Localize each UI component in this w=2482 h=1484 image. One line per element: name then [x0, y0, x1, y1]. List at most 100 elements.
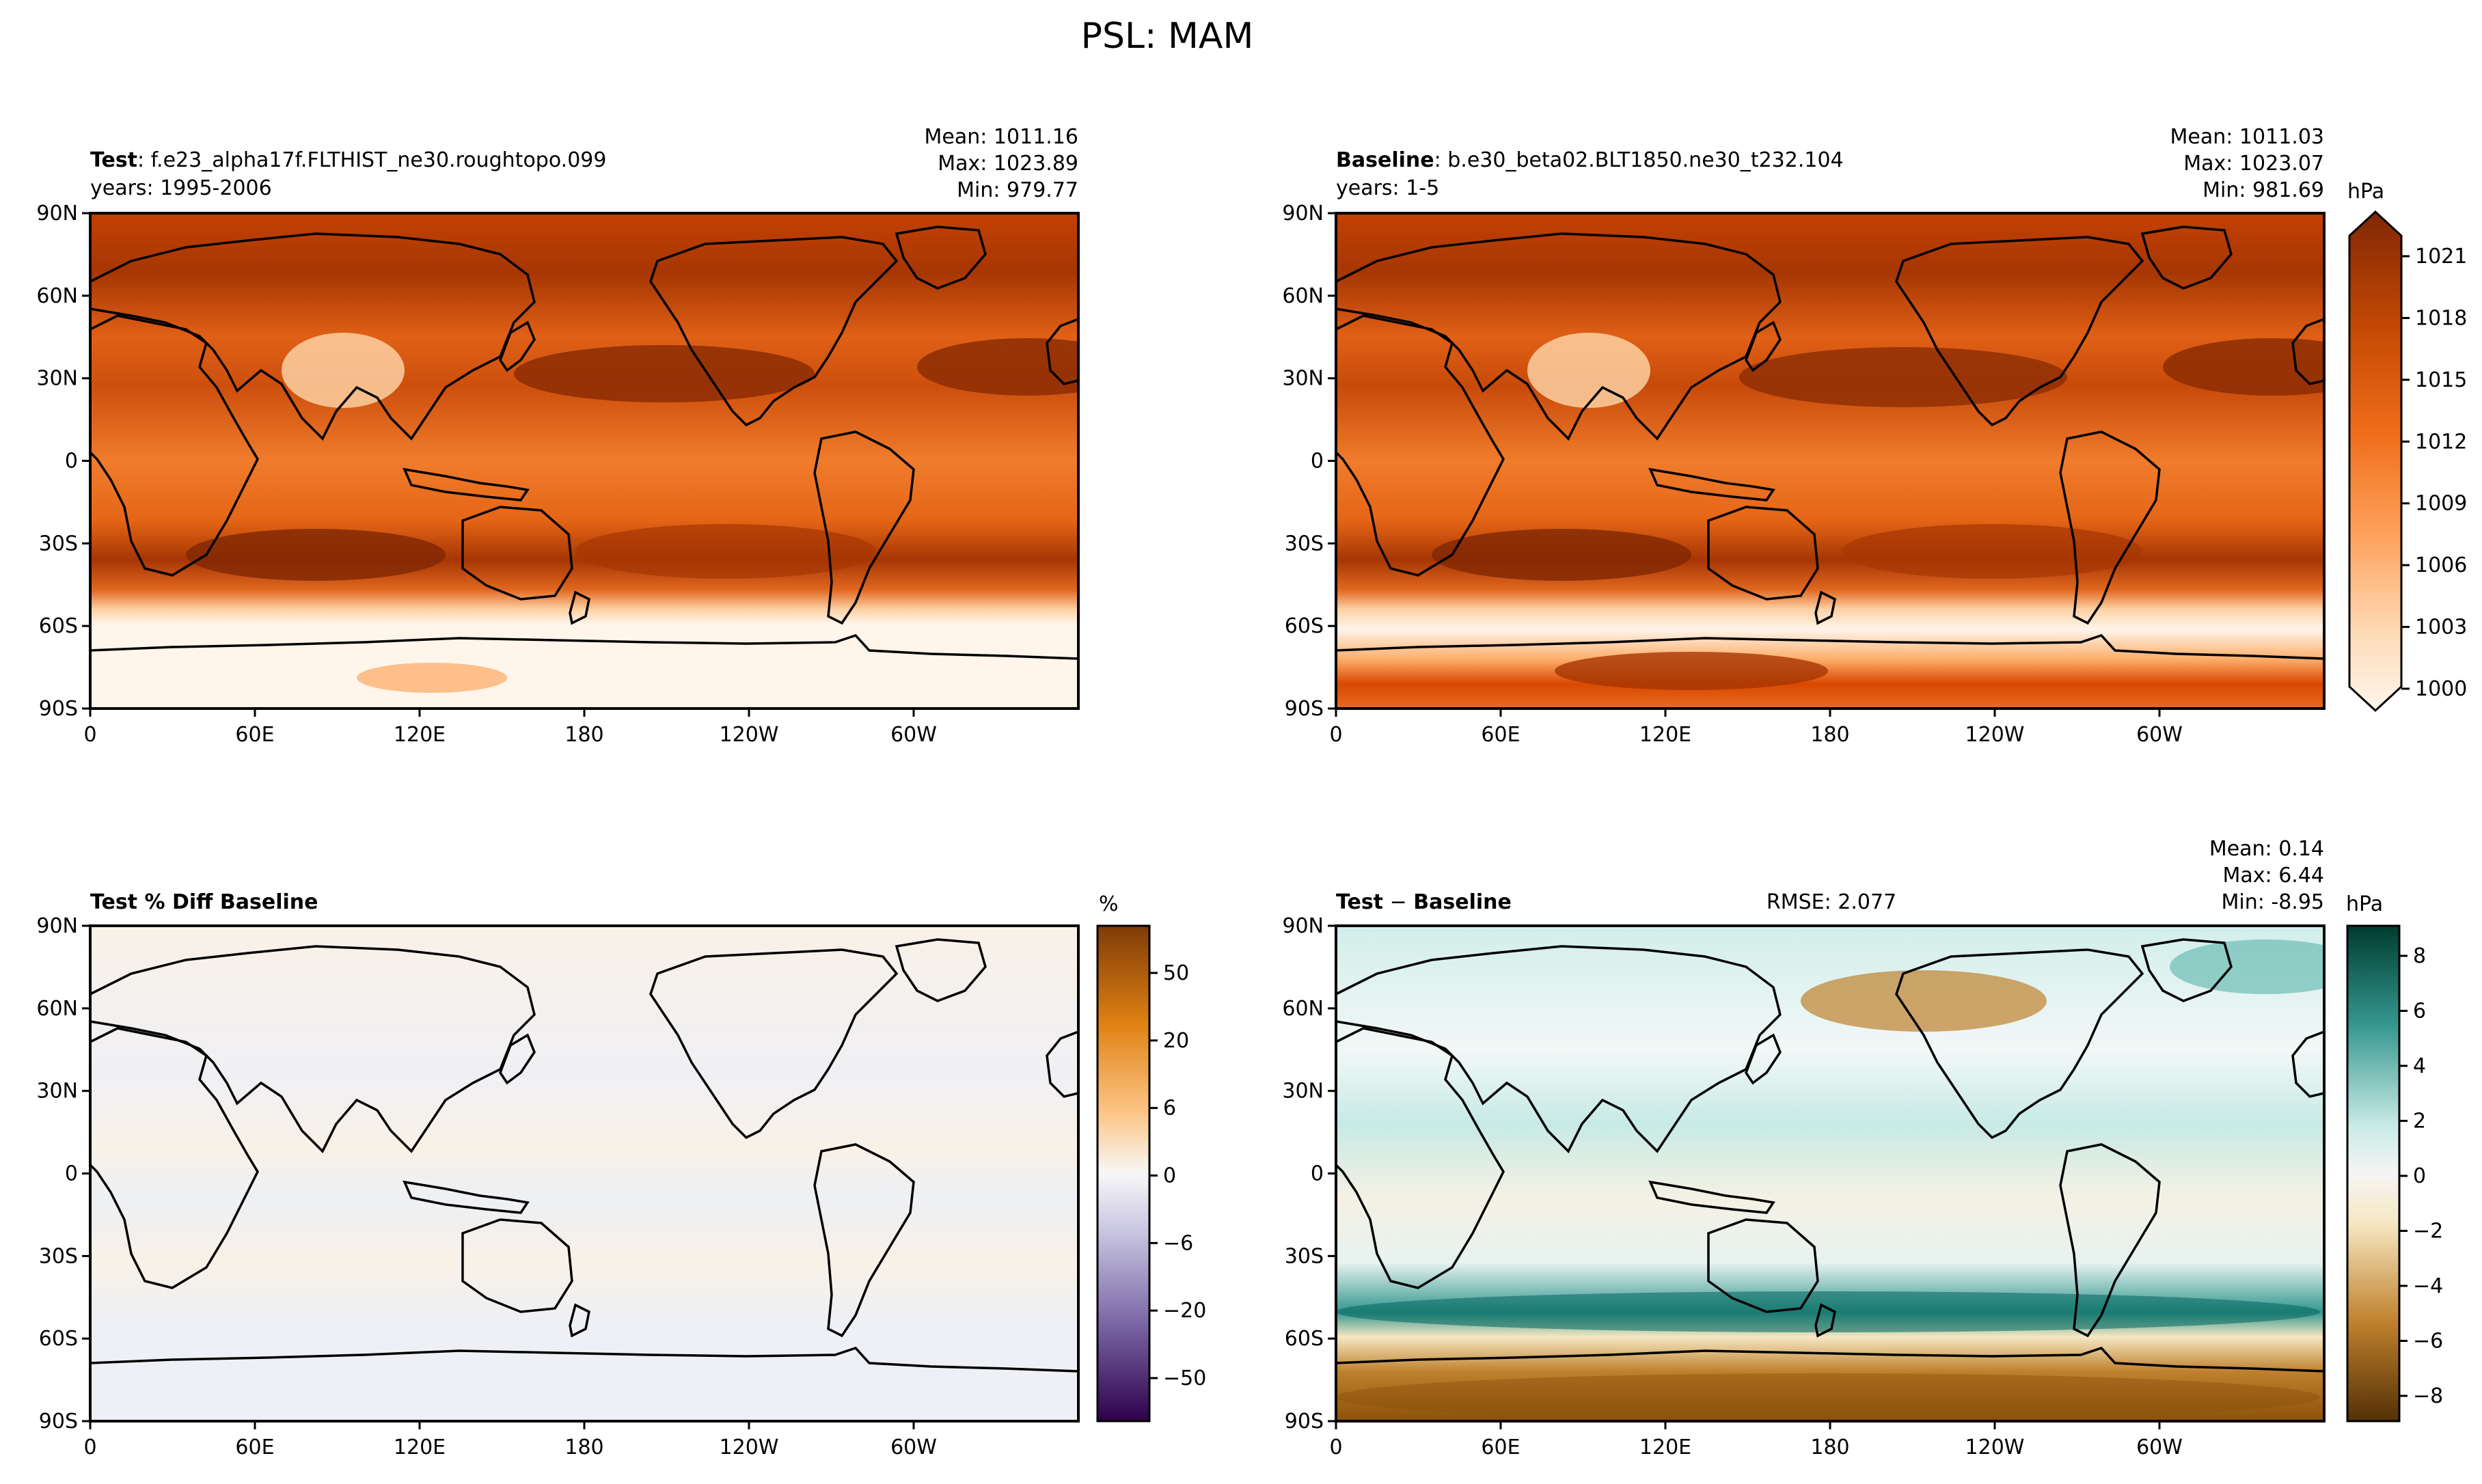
colorbar-psl-tick-label: 1018	[2415, 306, 2467, 330]
test-high-natlantic	[917, 338, 1078, 396]
baseline-ytick-label: 60S	[1285, 614, 1324, 638]
colorbar-diff-body	[2346, 924, 2401, 1423]
baseline-axis-ticks: 0 60E 120E 180 120W 60W 90N 60N 30N 0 30S 60S 90S	[1282, 202, 2183, 747]
colorbar-pct-tick-label: −6	[1163, 1231, 1193, 1255]
baseline-label-bold: Baseline	[1336, 148, 1434, 172]
colorbar-psl-tick-label: 1006	[2415, 553, 2467, 577]
colorbar-diff-tick-label: 8	[2413, 944, 2426, 968]
test-high-npacific	[514, 345, 815, 402]
diff-axis-ticks: 0 60E 120E 180 120W 60W 90N 60N 30N 0 30S 60S 90S	[1282, 914, 2183, 1459]
colorbar-psl-body	[2348, 210, 2403, 713]
test-field	[90, 213, 1078, 709]
colorbar-pct-tick-label: 50	[1163, 961, 1189, 985]
colorbar-psl-tick-label: 1003	[2415, 616, 2467, 640]
pct-diff-label: Test % Diff Baseline	[90, 890, 318, 914]
colorbar-diff: hPa 8 6 4 2 0 −2 −4 −6 −8	[2346, 892, 2443, 1423]
diff-southern-teal	[1336, 1291, 2320, 1332]
baseline-ytick-label: 90S	[1285, 697, 1324, 721]
colorbar-pct: % 50 20 6 0 −6 −20 −50	[1096, 892, 1206, 1423]
panel-baseline: Baseline: b.e30_beta02.BLT1850.ne30_t232…	[1335, 125, 2326, 710]
pct-diff-xtick-label: 0	[83, 1435, 96, 1459]
test-xtick-label: 120W	[720, 723, 779, 747]
test-ytick-label: 0	[65, 450, 78, 473]
baseline-label-rest: : b.e30_beta02.BLT1850.ne30_t232.104	[1434, 148, 1844, 172]
pct-diff-axis-ticks: 0 60E 120E 180 120W 60W 90N 60N 30N 0 30S 60S 90S	[36, 914, 937, 1459]
colorbar-pct-body	[1096, 924, 1151, 1423]
colorbar-diff-unit: hPa	[2346, 892, 2383, 916]
pct-diff-ytick-label: 30S	[39, 1244, 78, 1268]
diff-max: Max: 6.44	[2223, 864, 2324, 888]
test-ytick-label: 30N	[36, 367, 78, 391]
pct-diff-ytick-label: 30N	[36, 1080, 78, 1103]
baseline-max: Max: 1023.07	[2183, 152, 2324, 176]
test-high-sindian	[186, 529, 446, 581]
pct-diff-xtick-label: 60W	[890, 1435, 937, 1459]
diff-ytick-label: 90S	[1285, 1410, 1324, 1433]
baseline-xtick-label: 120E	[1639, 723, 1691, 747]
test-ytick-label: 90S	[39, 697, 78, 721]
baseline-ant-high	[1555, 652, 1828, 690]
colorbar-diff-tick-label: −4	[2413, 1274, 2443, 1298]
test-ytick-label: 30S	[39, 532, 78, 555]
colorbar-psl-unit: hPa	[2347, 180, 2384, 204]
baseline-mean: Mean: 1011.03	[2170, 125, 2324, 149]
baseline-high-sindian	[1432, 529, 1691, 581]
pct-diff-ytick-label: 90N	[36, 914, 78, 938]
baseline-min: Min: 981.69	[2203, 178, 2324, 202]
test-xtick-label: 180	[564, 723, 603, 747]
baseline-ytick-label: 30S	[1285, 532, 1324, 555]
colorbar-psl-tick-label: 1015	[2415, 368, 2467, 392]
diff-rmse: RMSE: 2.077	[1767, 890, 1896, 914]
pct-diff-xtick-label: 120W	[720, 1435, 779, 1459]
baseline-years: years: 1-5	[1336, 176, 1439, 200]
colorbar-pct-tick-label: 20	[1163, 1029, 1189, 1053]
diff-mean: Mean: 0.14	[2209, 837, 2324, 861]
colorbar-pct-tick-label: 6	[1163, 1097, 1176, 1121]
diff-ant-brown	[1336, 1373, 2320, 1421]
figure-title: PSL: MAM	[1081, 16, 1254, 57]
colorbar-diff-tick-label: −8	[2413, 1384, 2443, 1408]
test-xtick-label: 60W	[890, 723, 937, 747]
test-label-bold: Test	[90, 148, 137, 172]
colorbar-diff-tick-label: 0	[2413, 1164, 2426, 1188]
colorbar-psl-tick-label: 1009	[2415, 492, 2467, 516]
diff-label-sep: −	[1383, 890, 1413, 914]
test-high-spacific	[575, 524, 876, 579]
diff-label: Test − Baseline	[1336, 890, 1512, 914]
diff-ytick-label: 30N	[1282, 1080, 1324, 1103]
diff-xtick-label: 120W	[1965, 1435, 2025, 1459]
test-xtick-label: 60E	[235, 723, 274, 747]
colorbar-pct-ticks: 50 20 6 0 −6 −20 −50	[1149, 961, 1206, 1390]
pct-diff-ytick-label: 60N	[36, 997, 78, 1021]
test-xtick-label: 120E	[394, 723, 446, 747]
diff-min: Min: -8.95	[2222, 890, 2325, 914]
diff-xtick-label: 180	[1810, 1435, 1849, 1459]
colorbar-psl-ticks: 1021 1018 1015 1012 1009 1006 1003 1000	[2401, 245, 2467, 701]
colorbar-pct-unit: %	[1099, 892, 1119, 916]
baseline-high-natlantic	[2163, 338, 2324, 396]
diff-label-baseline: Baseline	[1413, 890, 1512, 914]
diff-natl-teal	[2170, 939, 2324, 994]
pct-diff-ytick-label: 0	[65, 1162, 78, 1186]
diff-xtick-label: 60E	[1481, 1435, 1520, 1459]
panel-pct-diff: Test % Diff Baseline	[89, 890, 1080, 1423]
pct-diff-xtick-label: 180	[564, 1435, 603, 1459]
colorbar-pct-tick-label: −50	[1163, 1366, 1206, 1390]
diff-ytick-label: 60N	[1282, 997, 1324, 1021]
baseline-label: Baseline: b.e30_beta02.BLT1850.ne30_t232…	[1336, 148, 1844, 172]
colorbar-psl-tick-label: 1012	[2415, 430, 2467, 454]
pct-diff-xtick-label: 60E	[235, 1435, 274, 1459]
baseline-tibet-low	[1527, 333, 1650, 408]
baseline-xtick-label: 60E	[1481, 723, 1520, 747]
baseline-xtick-label: 180	[1810, 723, 1849, 747]
baseline-xtick-label: 120W	[1965, 723, 2025, 747]
baseline-high-npacific	[1739, 347, 2067, 407]
test-ant-blob	[357, 663, 507, 693]
test-mean: Mean: 1011.16	[925, 125, 1078, 149]
test-map	[89, 212, 1080, 710]
baseline-map	[1335, 212, 2326, 710]
baseline-xtick-label: 0	[1329, 723, 1342, 747]
pct-diff-ytick-label: 60S	[39, 1327, 78, 1351]
colorbar-diff-ticks: 8 6 4 2 0 −2 −4 −6 −8	[2399, 944, 2443, 1408]
